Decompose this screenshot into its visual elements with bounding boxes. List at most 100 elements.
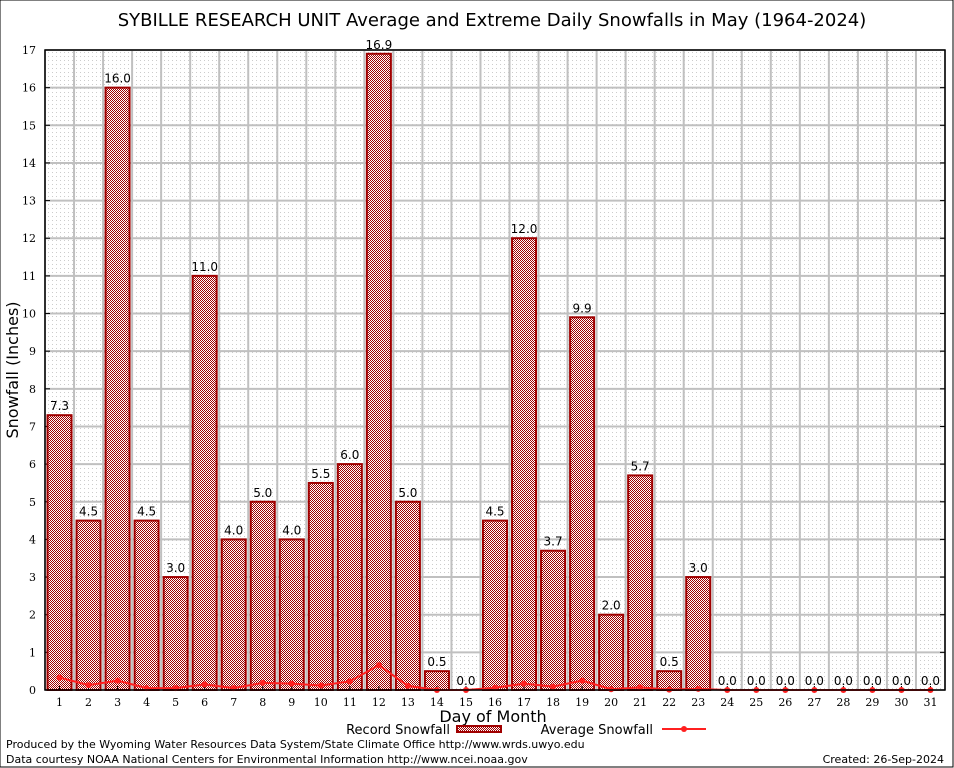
record-bar	[540, 549, 567, 691]
bar-value-label: 3.7	[544, 535, 563, 549]
average-point	[579, 677, 586, 684]
bar-value-label: 4.5	[79, 505, 98, 519]
record-bar	[278, 538, 305, 691]
bar-value-label: 2.0	[602, 599, 621, 613]
average-point	[201, 681, 208, 688]
x-tick-label: 12	[372, 696, 386, 709]
bar-value-label: 6.0	[340, 448, 359, 462]
average-point	[375, 662, 382, 669]
bar-value-label: 0.0	[921, 674, 940, 688]
bar-value-label: 3.0	[166, 561, 185, 575]
bar-value-label: 7.3	[50, 399, 69, 413]
x-tick-label: 18	[546, 696, 560, 709]
bar-value-label: 0.0	[718, 674, 737, 688]
average-point	[85, 682, 92, 689]
record-bar	[162, 576, 189, 692]
bar-value-label: 5.0	[253, 486, 272, 500]
x-tick-label: 27	[807, 696, 821, 709]
y-tick-label: 16	[22, 82, 36, 95]
bar-value-label: 4.5	[485, 505, 504, 519]
average-point	[259, 679, 266, 686]
y-tick-label: 15	[22, 119, 36, 132]
bar-value-label: 4.0	[282, 523, 301, 537]
bar-value-label: 0.0	[834, 674, 853, 688]
bar-value-label: 11.0	[191, 260, 218, 274]
bar-value-label: 0.0	[805, 674, 824, 688]
x-tick-label: 5	[172, 696, 179, 709]
x-tick-label: 22	[662, 696, 676, 709]
record-bar	[46, 414, 73, 691]
record-bar	[627, 474, 654, 692]
footer-data-courtesy: Data courtesy NOAA National Centers for …	[6, 753, 528, 766]
legend-record-label: Record Snowfall	[346, 723, 450, 738]
average-point	[695, 685, 702, 692]
bar-value-label: 16.9	[366, 38, 393, 52]
x-tick-label: 30	[894, 696, 908, 709]
y-tick-label: 5	[29, 496, 36, 509]
y-tick-label: 0	[29, 684, 36, 697]
y-tick-label: 4	[29, 533, 36, 546]
x-tick-label: 9	[288, 696, 295, 709]
y-axis-label: Snowfall (Inches)	[3, 301, 22, 438]
x-tick-label: 17	[517, 696, 531, 709]
x-tick-label: 14	[430, 696, 444, 709]
x-tick-label: 15	[459, 696, 473, 709]
y-tick-label: 6	[29, 458, 36, 471]
average-point	[492, 684, 498, 691]
x-tick-label: 1	[56, 696, 63, 709]
average-point	[114, 677, 121, 684]
y-tick-label: 10	[22, 308, 36, 321]
x-tick-label: 11	[343, 696, 357, 709]
bar-value-label: 0.0	[892, 674, 911, 688]
average-point	[56, 674, 63, 681]
x-tick-label: 13	[401, 696, 415, 709]
footer-created: Created: 26-Sep-2024	[823, 753, 944, 766]
bar-value-label: 4.5	[137, 505, 156, 519]
bar-value-label: 4.0	[224, 523, 243, 537]
record-bar	[511, 237, 538, 691]
average-point	[317, 682, 324, 689]
y-tick-label: 1	[29, 646, 36, 659]
average-point	[521, 680, 528, 687]
record-bar	[685, 576, 712, 692]
y-tick-label: 17	[22, 44, 36, 57]
bar-value-label: 0.0	[456, 674, 475, 688]
x-tick-label: 2	[85, 696, 92, 709]
bar-value-label: 12.0	[511, 222, 538, 236]
x-tick-label: 26	[778, 696, 792, 709]
x-tick-label: 8	[259, 696, 266, 709]
footer-produced-by: Produced by the Wyoming Water Resources …	[6, 738, 585, 751]
record-bar	[249, 500, 276, 691]
average-point	[608, 686, 615, 693]
x-tick-label: 21	[633, 696, 647, 709]
x-tick-label: 24	[720, 696, 734, 709]
y-tick-label: 12	[22, 232, 36, 245]
average-point	[404, 682, 411, 689]
record-bar	[307, 481, 334, 691]
y-tick-label: 2	[29, 609, 36, 622]
bar-value-label: 0.5	[660, 655, 679, 669]
record-bar	[569, 316, 596, 691]
bar-value-label: 0.0	[776, 674, 795, 688]
x-tick-label: 6	[201, 696, 208, 709]
x-axis-label: Day of Month	[439, 707, 546, 726]
y-tick-label: 8	[29, 383, 36, 396]
bar-value-label: 0.0	[863, 674, 882, 688]
x-tick-label: 7	[230, 696, 237, 709]
bar-value-label: 5.0	[398, 486, 417, 500]
x-tick-label: 20	[604, 696, 618, 709]
record-bar	[220, 538, 247, 691]
record-bar	[482, 519, 508, 692]
record-bar	[336, 463, 363, 691]
average-point	[550, 683, 557, 690]
y-tick-label: 13	[22, 195, 36, 208]
bar-value-label: 3.0	[689, 561, 708, 575]
record-bar	[365, 52, 392, 691]
chart-title: SYBILLE RESEARCH UNIT Average and Extrem…	[118, 10, 867, 31]
y-tick-label: 7	[29, 420, 36, 433]
bar-value-label: 5.7	[631, 459, 650, 473]
record-bar	[75, 519, 102, 692]
y-tick-label: 11	[22, 270, 36, 283]
x-tick-label: 16	[488, 696, 502, 709]
